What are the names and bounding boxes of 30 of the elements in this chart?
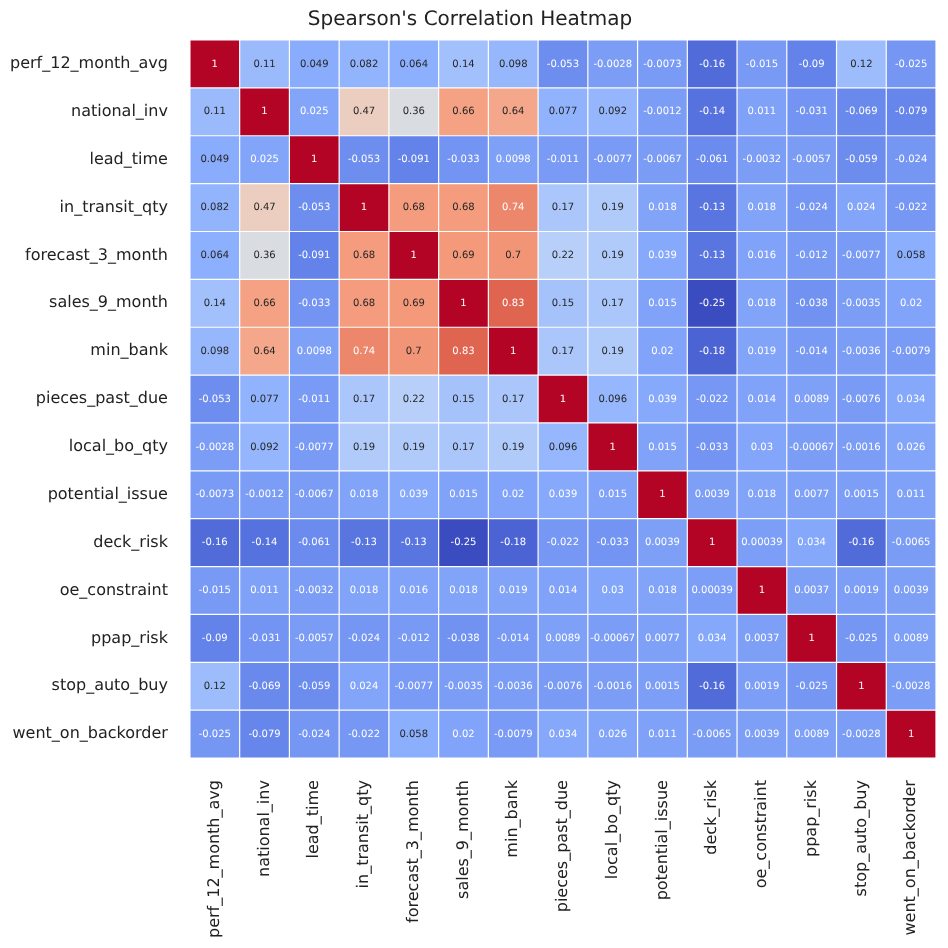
y-tick-label: deck_risk <box>93 532 169 551</box>
y-tick-label: potential_issue <box>47 484 169 503</box>
y-tick-label: ppap_risk <box>91 628 169 647</box>
y-tick-label: national_inv <box>71 101 169 120</box>
y-tick-label: stop_auto_buy <box>51 676 169 695</box>
y-tick-label: forecast_3_month <box>25 245 168 264</box>
y-tick-label: pieces_past_due <box>35 389 169 408</box>
x-tick-label: went_on_backorder <box>901 778 920 936</box>
y-tick-label: oe_constraint <box>59 580 168 599</box>
x-tick-label: stop_auto_buy <box>851 779 870 897</box>
y-tick-label: sales_9_month <box>49 293 168 312</box>
x-tick-label: forecast_3_month <box>403 780 422 923</box>
x-tick-label: in_transit_qty <box>354 779 373 889</box>
x-tick-label: local_bo_qty <box>602 779 621 880</box>
x-tick-label: min_bank <box>503 779 522 858</box>
y-tick-label: min_bank <box>90 341 169 360</box>
x-tick-label: pieces_past_due <box>553 779 572 913</box>
y-tick-label: perf_12_month_avg <box>9 54 168 73</box>
y-tick-label: local_bo_qty <box>68 437 169 456</box>
x-tick-label: lead_time <box>304 779 323 859</box>
x-tick-label: deck_risk <box>702 779 721 855</box>
x-tick-label: national_inv <box>254 779 273 877</box>
x-tick-label: ppap_risk <box>801 779 820 857</box>
y-tick-label: in_transit_qty <box>59 197 169 216</box>
x-tick-label: oe_constraint <box>752 780 771 889</box>
y-tick-label: went_on_backorder <box>12 724 170 743</box>
y-tick-label: lead_time <box>89 149 169 168</box>
x-tick-label: potential_issue <box>652 779 671 901</box>
chart-title: Spearson's Correlation Heatmap <box>307 9 633 32</box>
x-tick-label: sales_9_month <box>453 780 472 899</box>
